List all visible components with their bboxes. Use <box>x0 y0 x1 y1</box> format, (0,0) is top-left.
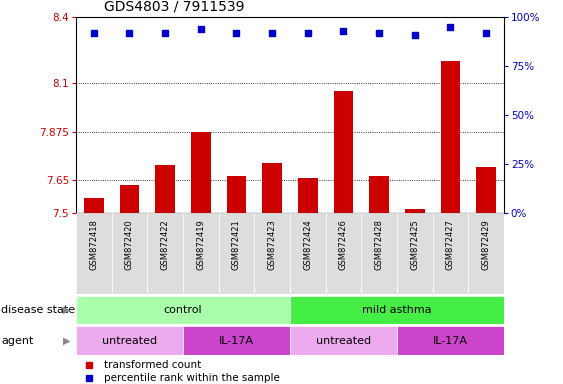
Point <box>160 30 169 36</box>
Bar <box>218 213 254 294</box>
Bar <box>298 178 318 213</box>
Text: untreated: untreated <box>102 336 157 346</box>
Bar <box>290 296 504 324</box>
Bar <box>290 326 397 355</box>
Bar <box>432 213 468 294</box>
Bar <box>334 91 353 213</box>
Point <box>125 30 134 36</box>
Text: untreated: untreated <box>316 336 371 346</box>
Bar <box>254 213 290 294</box>
Point <box>446 24 455 30</box>
Point <box>232 30 241 36</box>
Text: GSM872418: GSM872418 <box>90 220 99 270</box>
Text: GDS4803 / 7911539: GDS4803 / 7911539 <box>104 0 245 13</box>
Bar <box>76 326 183 355</box>
Point <box>303 30 312 36</box>
Text: GSM872428: GSM872428 <box>374 220 383 270</box>
Bar <box>227 176 246 213</box>
Bar <box>476 167 496 213</box>
Text: GSM872425: GSM872425 <box>410 220 419 270</box>
Text: GSM872427: GSM872427 <box>446 220 455 270</box>
Point <box>339 28 348 34</box>
Bar <box>468 213 504 294</box>
Text: ▶: ▶ <box>63 305 70 315</box>
Bar <box>111 213 148 294</box>
Point <box>90 30 99 36</box>
Text: GSM872424: GSM872424 <box>303 220 312 270</box>
Text: IL-17A: IL-17A <box>219 336 254 346</box>
Bar <box>183 213 218 294</box>
Bar <box>397 213 432 294</box>
Bar <box>191 132 211 213</box>
Bar <box>76 213 111 294</box>
Bar <box>361 213 397 294</box>
Bar <box>183 326 290 355</box>
Text: IL-17A: IL-17A <box>433 336 468 346</box>
Bar <box>262 163 282 213</box>
Point <box>196 26 205 32</box>
Bar <box>441 61 460 213</box>
Bar <box>325 213 361 294</box>
Point <box>410 32 419 38</box>
Text: percentile rank within the sample: percentile rank within the sample <box>104 373 280 383</box>
Text: mild asthma: mild asthma <box>362 305 432 315</box>
Text: GSM872421: GSM872421 <box>232 220 241 270</box>
Text: control: control <box>164 305 202 315</box>
Text: GSM872423: GSM872423 <box>267 220 276 270</box>
Point <box>374 30 383 36</box>
Bar <box>148 213 183 294</box>
Point <box>481 30 490 36</box>
Bar <box>405 209 425 213</box>
Bar <box>155 165 175 213</box>
Text: ▶: ▶ <box>63 336 70 346</box>
Bar <box>290 213 325 294</box>
Bar <box>397 326 504 355</box>
Bar <box>369 176 389 213</box>
Text: transformed count: transformed count <box>104 360 201 370</box>
Text: GSM872426: GSM872426 <box>339 220 348 270</box>
Bar <box>84 198 104 213</box>
Point <box>267 30 276 36</box>
Text: GSM872429: GSM872429 <box>481 220 490 270</box>
Bar <box>76 296 290 324</box>
Text: GSM872420: GSM872420 <box>125 220 134 270</box>
Text: disease state: disease state <box>1 305 75 315</box>
Text: agent: agent <box>1 336 34 346</box>
Text: GSM872422: GSM872422 <box>160 220 169 270</box>
Bar <box>120 185 139 213</box>
Text: GSM872419: GSM872419 <box>196 220 205 270</box>
